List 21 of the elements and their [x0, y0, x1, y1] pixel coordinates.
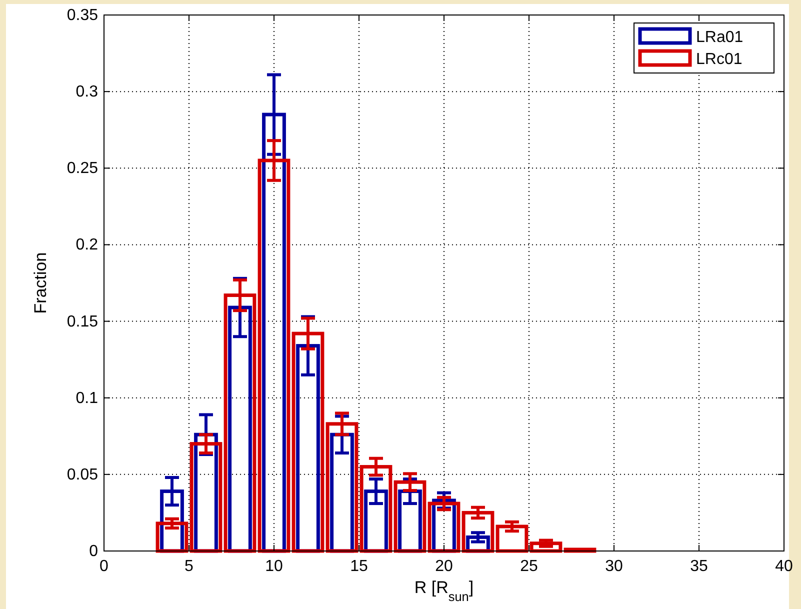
legend-label: LRa01: [696, 29, 744, 46]
x-tick-label: 30: [605, 558, 623, 575]
legend-label: LRc01: [696, 51, 742, 68]
x-tick-label: 35: [690, 558, 708, 575]
x-tick-label: 20: [435, 558, 453, 575]
y-tick-label: 0.35: [66, 7, 98, 24]
x-tick-label: 0: [100, 558, 109, 575]
y-axis-title: Fraction: [31, 252, 50, 314]
x-axis-title: R [R$_{sun}$]: [414, 578, 474, 604]
y-tick-label: 0.2: [76, 236, 98, 254]
x-tick-label: 40: [775, 558, 793, 575]
y-tick-label: 0.05: [66, 466, 98, 484]
x-tick-label: 15: [350, 558, 368, 575]
y-tick-label: 0.3: [76, 84, 98, 101]
x-tick-label: 5: [184, 558, 194, 575]
x-tick-label: 25: [520, 558, 538, 575]
y-tick-label: 0.25: [66, 160, 98, 178]
x-tick-label: 10: [265, 558, 283, 575]
y-tick-label: 0.15: [66, 313, 98, 330]
y-tick-label: 0.1: [76, 390, 98, 407]
y-tick-label: 0: [89, 543, 98, 560]
